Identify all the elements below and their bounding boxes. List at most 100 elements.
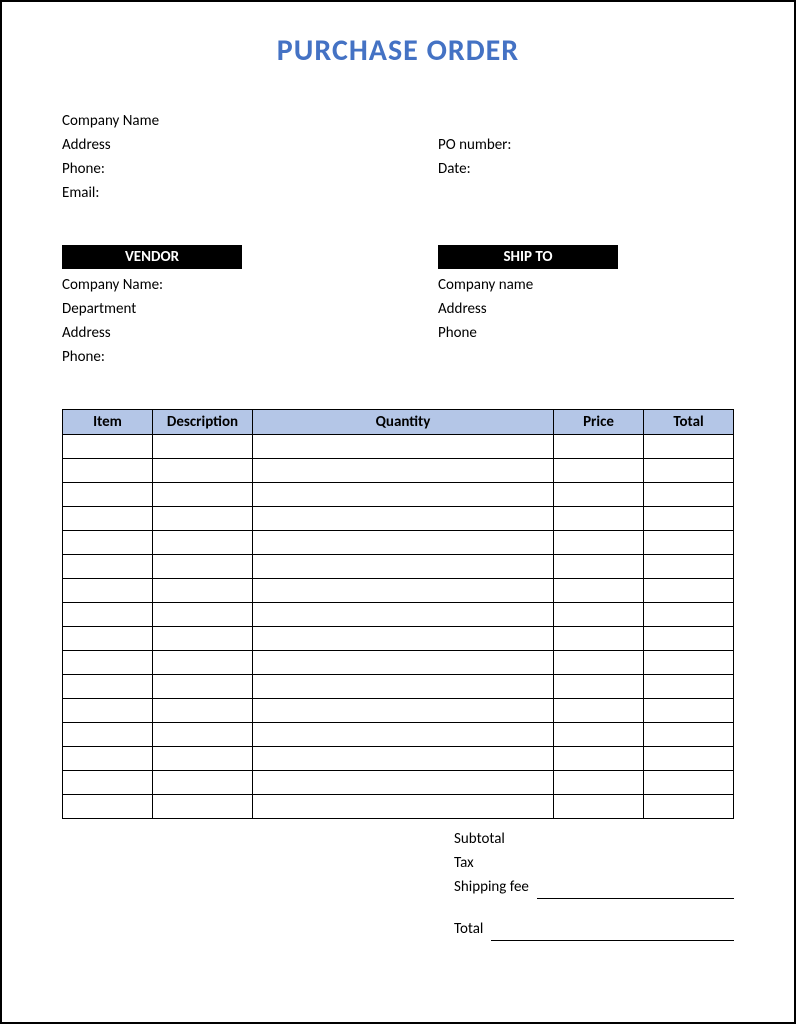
table-cell[interactable] [63,435,153,459]
table-cell[interactable] [63,555,153,579]
table-cell[interactable] [253,723,554,747]
company-email-label: Email: [62,181,358,205]
table-cell[interactable] [63,507,153,531]
table-cell[interactable] [644,483,734,507]
table-cell[interactable] [153,771,253,795]
table-cell[interactable] [63,651,153,675]
table-cell[interactable] [253,795,554,819]
table-cell[interactable] [554,507,644,531]
shipping-label: Shipping fee [454,875,529,899]
table-cell[interactable] [153,651,253,675]
table-cell[interactable] [554,483,644,507]
table-cell[interactable] [153,507,253,531]
table-cell[interactable] [153,699,253,723]
table-cell[interactable] [153,579,253,603]
table-cell[interactable] [253,459,554,483]
table-row [63,651,734,675]
table-cell[interactable] [644,603,734,627]
vendor-company-label: Company Name: [62,273,358,297]
table-cell[interactable] [63,579,153,603]
table-cell[interactable] [153,723,253,747]
table-cell[interactable] [253,627,554,651]
table-cell[interactable] [153,459,253,483]
vendor-header: VENDOR [62,245,242,269]
table-cell[interactable] [63,627,153,651]
table-cell[interactable] [554,459,644,483]
table-cell[interactable] [644,459,734,483]
table-cell[interactable] [644,771,734,795]
table-cell[interactable] [153,603,253,627]
table-cell[interactable] [63,603,153,627]
table-cell[interactable] [253,603,554,627]
po-number-label: PO number: [438,133,734,157]
table-cell[interactable] [153,435,253,459]
table-header-row: Item Description Quantity Price Total [63,410,734,435]
shipto-phone-label: Phone [438,321,734,345]
table-cell[interactable] [554,603,644,627]
table-cell[interactable] [644,723,734,747]
table-cell[interactable] [153,795,253,819]
table-cell[interactable] [554,747,644,771]
po-info: PO number: Date: [358,109,734,205]
total-row: Total [454,917,734,941]
table-cell[interactable] [63,531,153,555]
table-cell[interactable] [253,555,554,579]
table-row [63,483,734,507]
table-cell[interactable] [554,627,644,651]
table-cell[interactable] [253,579,554,603]
table-cell[interactable] [153,483,253,507]
company-name-label: Company Name [62,109,358,133]
table-cell[interactable] [63,699,153,723]
table-cell[interactable] [554,771,644,795]
col-item: Item [63,410,153,435]
table-cell[interactable] [63,747,153,771]
table-cell[interactable] [63,483,153,507]
table-cell[interactable] [253,483,554,507]
table-cell[interactable] [554,435,644,459]
table-cell[interactable] [554,723,644,747]
table-cell[interactable] [644,747,734,771]
table-cell[interactable] [554,651,644,675]
table-cell[interactable] [644,507,734,531]
table-row [63,747,734,771]
table-cell[interactable] [153,675,253,699]
table-cell[interactable] [554,579,644,603]
table-cell[interactable] [153,747,253,771]
table-cell[interactable] [63,723,153,747]
table-cell[interactable] [253,699,554,723]
tax-label: Tax [454,851,474,875]
table-cell[interactable] [644,579,734,603]
table-cell[interactable] [253,435,554,459]
table-cell[interactable] [644,435,734,459]
table-cell[interactable] [63,675,153,699]
table-cell[interactable] [644,675,734,699]
table-cell[interactable] [644,555,734,579]
table-cell[interactable] [253,675,554,699]
table-cell[interactable] [153,627,253,651]
tax-row: Tax [454,851,734,875]
table-cell[interactable] [644,627,734,651]
table-cell[interactable] [153,531,253,555]
table-cell[interactable] [63,459,153,483]
table-cell[interactable] [644,699,734,723]
table-cell[interactable] [644,651,734,675]
shipto-header: SHIP TO [438,245,618,269]
table-cell[interactable] [63,771,153,795]
table-cell[interactable] [253,771,554,795]
table-row [63,603,734,627]
table-cell[interactable] [153,555,253,579]
table-cell[interactable] [554,531,644,555]
table-cell[interactable] [253,651,554,675]
table-cell[interactable] [644,795,734,819]
table-cell[interactable] [253,747,554,771]
table-cell[interactable] [554,699,644,723]
table-cell[interactable] [554,795,644,819]
table-cell[interactable] [644,531,734,555]
table-cell[interactable] [63,795,153,819]
table-cell[interactable] [554,555,644,579]
table-row [63,627,734,651]
table-cell[interactable] [253,531,554,555]
page: PURCHASE ORDER Company Name Address Phon… [0,0,796,1024]
table-cell[interactable] [253,507,554,531]
table-cell[interactable] [554,675,644,699]
